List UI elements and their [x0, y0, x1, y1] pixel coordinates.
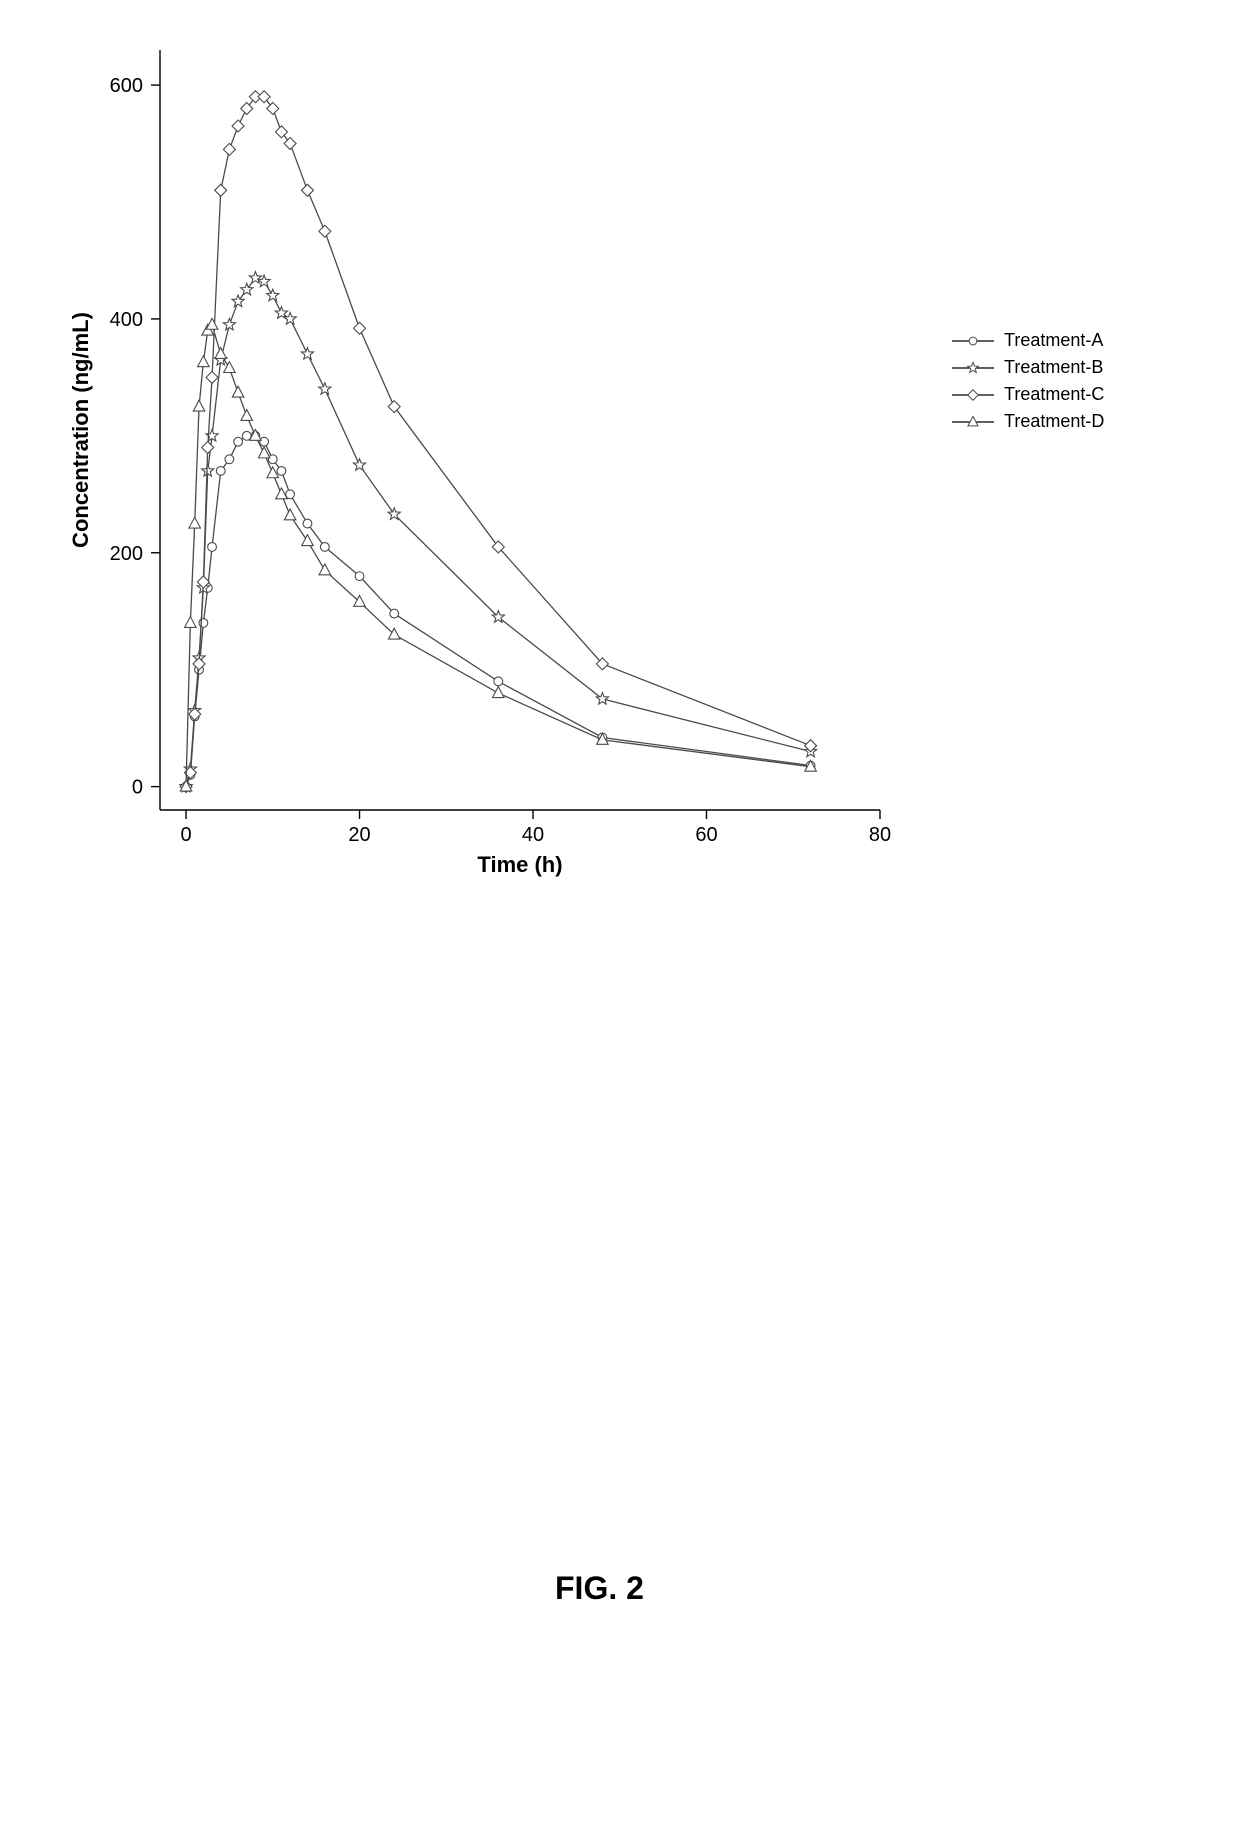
legend-item: Treatment-A	[950, 330, 1104, 351]
svg-text:40: 40	[522, 824, 544, 846]
legend-label: Treatment-D	[1004, 411, 1104, 432]
svg-text:0: 0	[180, 824, 191, 846]
svg-text:20: 20	[348, 824, 370, 846]
legend-label: Treatment-A	[1004, 330, 1103, 351]
legend-item: Treatment-C	[950, 384, 1104, 405]
svg-text:60: 60	[695, 824, 717, 846]
legend-item: Treatment-D	[950, 411, 1104, 432]
series-Treatment-D	[180, 318, 816, 791]
figure-label: FIG. 2	[555, 1570, 644, 1607]
chart-legend: Treatment-A Treatment-B Treatment-C Trea…	[950, 330, 1104, 438]
legend-label: Treatment-C	[1004, 384, 1104, 405]
svg-text:200: 200	[110, 543, 143, 565]
legend-label: Treatment-B	[1004, 357, 1103, 378]
series-Treatment-B	[180, 272, 817, 792]
legend-item: Treatment-B	[950, 357, 1104, 378]
svg-text:600: 600	[110, 75, 143, 97]
concentration-time-chart: 0 20 40 60 80 0 200 400 600 Time (h) Concentration…	[30, 30, 930, 910]
svg-text:0: 0	[132, 777, 143, 799]
svg-text:80: 80	[869, 824, 891, 846]
svg-text:Time (h): Time (h)	[477, 852, 562, 877]
svg-text:400: 400	[110, 309, 143, 331]
svg-text:Concentration (ng/mL): Concentration (ng/mL)	[68, 312, 93, 548]
